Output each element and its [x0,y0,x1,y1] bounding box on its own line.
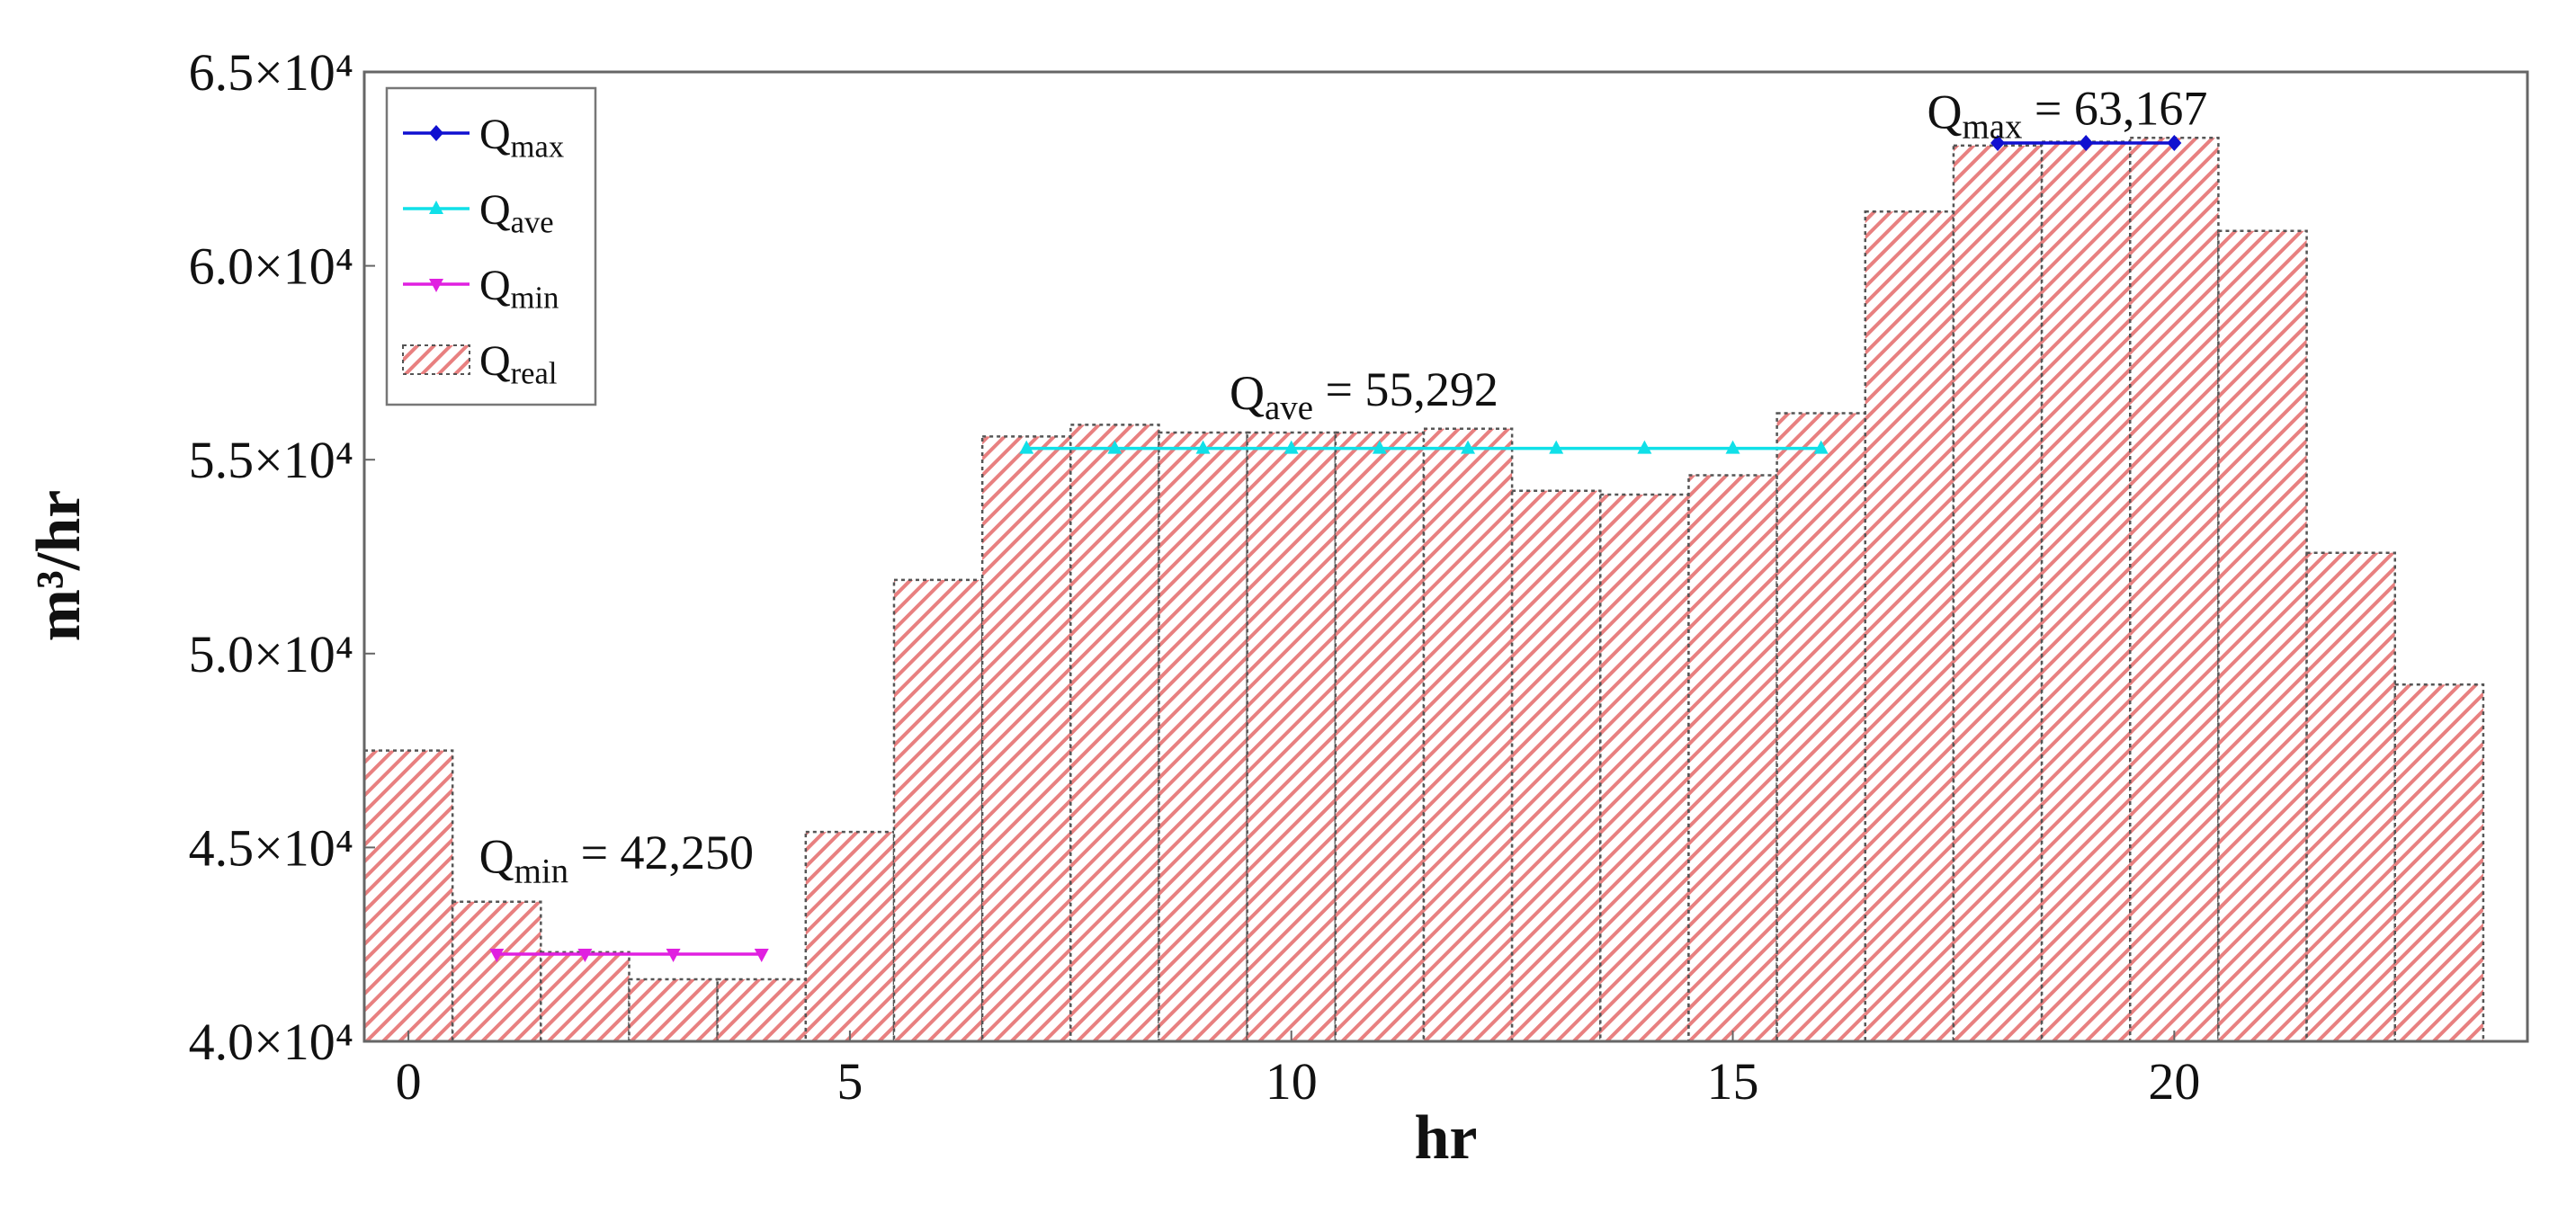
bar-hour-13 [1510,489,1602,1043]
x-tick-label: 5 [836,1052,863,1111]
bar-hour-18 [1952,144,2044,1043]
annot-max: Qmax = 63,167 [1927,81,2207,146]
bar-hour-1 [451,900,542,1043]
legend-swatch-q-real [402,344,470,375]
y-tick-label: 6.5×10⁴ [189,43,353,102]
marker-q-ave-9 [1195,440,1211,454]
bar-hour-20 [2129,137,2220,1043]
x-tick-label: 15 [1707,1052,1759,1111]
bar-hour-5 [804,830,896,1043]
marker-q-ave-16 [1813,440,1829,454]
marker-q-max-20 [2167,135,2182,152]
x-axis-title: hr [1415,1103,1478,1173]
bar-hour-7 [980,435,1072,1043]
bar-hour-17 [1864,210,1955,1043]
bar-hour-9 [1158,431,1248,1043]
legend-marker-q-max [429,125,443,141]
legend-marker-q-min [429,279,443,292]
legend-label-q-ave: Qave [479,186,554,240]
x-tick-label: 0 [396,1052,422,1111]
bar-hour-2 [540,951,631,1043]
bar-hour-14 [1599,493,1690,1043]
bar-hour-11 [1334,431,1426,1043]
bar-hour-21 [2217,229,2308,1043]
legend-label-q-max: Qmax [479,111,564,165]
lines-layer [489,135,2182,962]
bar-hour-22 [2305,551,2397,1043]
legend-label-q-real: Qreal [479,337,557,391]
y-tick-label: 6.0×10⁴ [189,237,353,296]
marker-q-min-1 [489,948,505,962]
axes-layer: 0 5 10 15 20 4.0×10⁴ 4.5×10⁴ 5.0×10⁴ 5.5×10⁴ 6.0×… [24,43,2200,1173]
bar-hour-23 [2393,683,2485,1043]
bar-hour-3 [628,977,719,1043]
marker-q-ave-15 [1725,440,1740,454]
bar-hour-10 [1246,431,1337,1043]
marker-q-ave-10 [1284,440,1299,454]
marker-q-ave-12 [1461,440,1476,454]
bar-hour-6 [892,578,984,1043]
marker-q-ave-8 [1107,440,1123,454]
x-tick-label: 20 [2148,1052,2200,1111]
bar-hour-4 [716,977,808,1043]
y-axis-title: m³/hr [24,490,94,642]
marker-q-min-2 [577,948,593,962]
y-tick-label: 5.5×10⁴ [189,431,353,489]
marker-q-min-4 [754,948,769,962]
plot-frame [362,70,2529,1043]
legend-label-q-min: Qmin [479,262,559,316]
annot-min: Qmin = 42,250 [479,826,754,890]
annotations: Qmax = 63,167 Qave = 55,292 Qmin = 42,250 [479,81,2208,890]
bar-hour-19 [2040,140,2132,1043]
bar-hour-8 [1069,424,1160,1043]
bar-hour-15 [1687,474,1778,1043]
y-tick-label: 4.0×10⁴ [189,1013,353,1071]
x-tick-label: 10 [1266,1052,1318,1111]
marker-q-max-19 [2079,135,2094,152]
y-tick-label: 5.0×10⁴ [189,625,353,683]
bars-layer [362,137,2485,1043]
bar-hour-12 [1422,427,1514,1043]
annot-ave: Qave = 55,292 [1230,362,1498,427]
marker-q-ave-7 [1019,440,1034,454]
marker-q-ave-14 [1637,440,1652,454]
bar-hour-0 [362,749,454,1043]
legend-marker-q-ave [429,201,443,214]
legend: Qmax Qave Qmin Qreal [385,86,597,406]
marker-q-ave-13 [1549,440,1564,454]
y-tick-label: 4.5×10⁴ [189,818,353,877]
marker-q-min-3 [666,948,681,962]
bar-hour-16 [1775,412,1867,1043]
marker-q-ave-11 [1372,440,1387,454]
marker-q-max-18 [1990,135,2006,152]
